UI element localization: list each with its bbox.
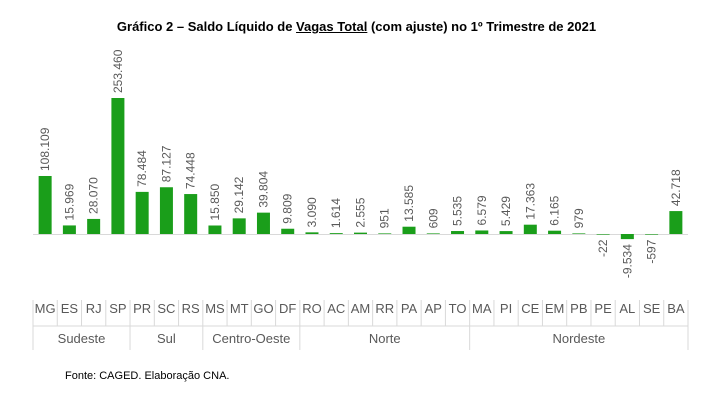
value-label-al: -9.534 [620,244,634,278]
category-label-pr: PR [133,301,151,316]
value-label-pe: -22 [596,239,610,257]
category-label-mg: MG [35,301,56,316]
category-label-df: DF [279,301,296,316]
bar-ap [426,233,440,234]
bar-mg [38,175,52,234]
category-label-ap: AP [425,301,442,316]
value-label-es: 15.969 [62,183,76,220]
bar-se [645,234,659,235]
title-suffix: (com ajuste) no 1º Trimestre de 2021 [367,19,597,34]
bar-em [548,230,562,234]
category-label-mt: MT [230,301,249,316]
value-label-rj: 28.070 [87,177,101,214]
value-label-to: 5.535 [451,196,465,226]
category-label-rj: RJ [86,301,102,316]
bar-sc [159,187,173,234]
chart-title: Gráfico 2 – Saldo Líquido de Vagas Total… [0,19,713,34]
category-label-rs: RS [182,301,200,316]
source-note: Fonte: CAGED. Elaboração CNA. [65,370,230,382]
category-label-ro: RO [302,301,322,316]
value-label-rr: 951 [378,208,392,228]
bar-mt [232,218,246,234]
bar-go [256,212,270,234]
group-label-sul: Sul [157,331,176,346]
category-label-ba: BA [667,301,685,316]
category-label-pa: PA [401,301,418,316]
value-label-ap: 609 [426,208,440,228]
bar-ma [475,230,489,234]
category-label-sc: SC [157,301,175,316]
bar-pa [402,226,416,234]
value-label-rs: 74.448 [184,152,198,189]
value-label-ba: 42.718 [669,169,683,206]
category-label-ma: MA [472,301,492,316]
title-underlined: Vagas Total [296,19,368,34]
value-label-sc: 87.127 [159,145,173,182]
category-label-sp: SP [109,301,126,316]
group-label-sudeste: Sudeste [58,331,106,346]
group-label-centro-oeste: Centro-Oeste [212,331,290,346]
value-label-ac: 1.614 [329,198,343,228]
bar-rj [87,218,101,234]
bar-ro [305,232,319,234]
bar-pb [572,233,586,234]
value-label-sp: 253.460 [111,49,125,93]
value-label-pb: 979 [572,208,586,228]
value-label-ma: 6.579 [475,195,489,225]
category-label-ce: CE [521,301,539,316]
bar-ms [208,225,222,234]
bar-sp [111,98,125,234]
bar-es [62,225,76,234]
category-label-ac: AC [327,301,345,316]
value-label-ms: 15.850 [208,183,222,220]
bar-pe [596,234,610,235]
value-label-am: 2.555 [354,197,368,227]
bar-am [354,232,367,234]
category-label-se: SE [643,301,661,316]
bar-pi [499,231,513,234]
bar-rr [378,233,392,234]
value-label-ro: 3.090 [305,197,319,227]
bar-al [620,234,634,240]
bar-rs [184,194,198,234]
value-label-se: -597 [645,239,659,263]
category-label-rr: RR [375,301,394,316]
value-label-em: 6.165 [548,195,562,225]
value-label-mt: 29.142 [232,176,246,213]
bar-pr [135,191,149,234]
value-label-pa: 13.585 [402,185,416,222]
bar-to [451,231,465,234]
category-label-al: AL [619,301,635,316]
category-label-ms: MS [205,301,225,316]
category-label-pb: PB [570,301,587,316]
value-label-df: 9.809 [281,193,295,223]
value-label-pi: 5.429 [499,196,513,226]
category-label-to: TO [449,301,467,316]
category-label-am: AM [351,301,371,316]
category-label-go: GO [253,301,273,316]
bar-ba [669,211,683,234]
category-label-pi: PI [500,301,512,316]
value-label-ce: 17.363 [523,183,537,220]
value-label-go: 39.804 [256,171,270,208]
category-label-es: ES [61,301,79,316]
group-label-norte: Norte [369,331,401,346]
category-label-pe: PE [594,301,612,316]
value-label-mg: 108.109 [38,127,52,171]
title-prefix: Gráfico 2 – Saldo Líquido de [116,19,297,34]
value-label-pr: 78.484 [135,150,149,187]
group-label-nordeste: Nordeste [552,331,605,346]
bar-ac [329,233,343,234]
bar-df [281,228,295,234]
category-label-em: EM [545,301,565,316]
bar-ce [523,224,537,234]
